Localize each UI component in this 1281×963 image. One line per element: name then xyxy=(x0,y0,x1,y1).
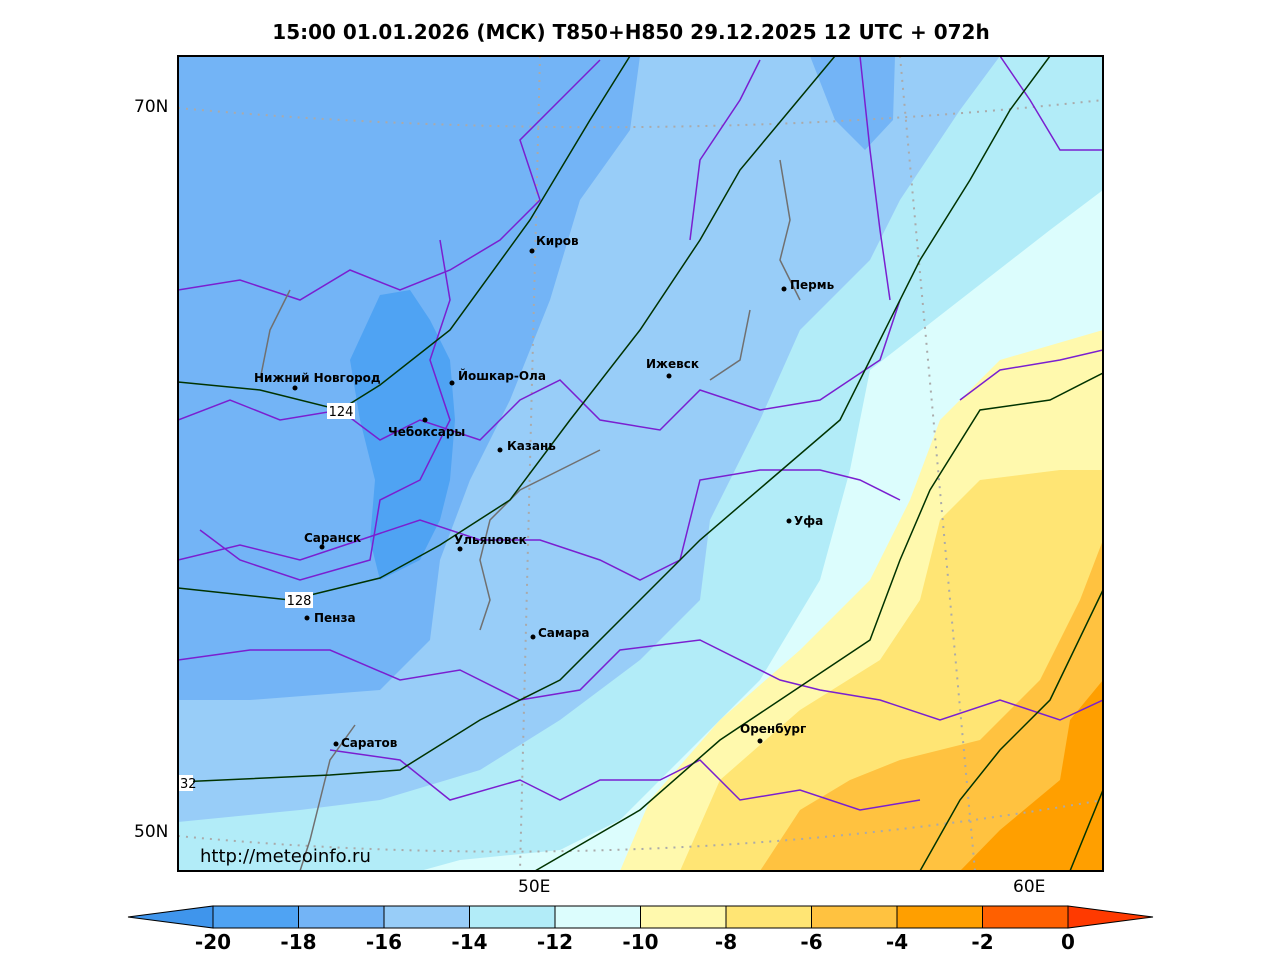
colorbar-cell xyxy=(896,905,983,929)
city-dot xyxy=(666,373,672,379)
city-label: Киров xyxy=(536,234,579,248)
lon-label: 50E xyxy=(518,877,551,897)
city-label: Ижевск xyxy=(646,357,699,371)
city-dot xyxy=(529,248,535,254)
contour-136 xyxy=(534,372,1103,871)
city-label: Пермь xyxy=(790,278,835,292)
zone-minus4-2 xyxy=(960,680,1103,871)
city-label: Ульяновск xyxy=(454,533,527,547)
region-borders xyxy=(178,56,1103,811)
colorbar-label: -16 xyxy=(365,930,403,954)
zone-minus6-4 xyxy=(760,540,1103,871)
contour-label: 128 xyxy=(287,594,312,609)
city-dot xyxy=(530,634,536,640)
colorbar-label: -10 xyxy=(622,930,659,954)
zone-minus20-18 xyxy=(350,290,455,580)
city-dot xyxy=(757,738,763,744)
geopotential-contours xyxy=(178,56,1103,871)
colorbar-cell xyxy=(725,905,812,929)
colorbar-label: 0 xyxy=(1061,930,1075,954)
colorbar-under xyxy=(127,905,214,929)
city-label: Пенза xyxy=(314,611,356,625)
city-dot xyxy=(497,447,503,453)
city-dot xyxy=(292,385,298,391)
contour-128 xyxy=(178,56,836,601)
city-label: Йошкар-Ола xyxy=(458,368,546,383)
colorbar xyxy=(127,905,1154,929)
colorbar-cell xyxy=(982,905,1069,929)
contour-140 xyxy=(919,589,1103,871)
city-label: Саранск xyxy=(304,531,361,545)
colorbar-over xyxy=(1067,905,1154,929)
city-dot xyxy=(333,741,339,747)
map-title: 15:00 01.01.2026 (МСК) T850+H850 29.12.2… xyxy=(272,20,990,44)
lat-label: 50N xyxy=(134,822,169,842)
colorbar-label: -6 xyxy=(800,930,823,954)
colorbar-cell xyxy=(811,905,898,929)
city-label: Самара xyxy=(538,626,590,640)
colorbar-cell xyxy=(212,905,299,929)
contour-label: 32 xyxy=(180,777,197,792)
city-dot xyxy=(422,417,428,423)
contour-144 xyxy=(1069,789,1103,871)
lat-label: 70N xyxy=(134,97,169,117)
colorbar-label: -18 xyxy=(280,930,317,954)
city-dot xyxy=(449,380,455,386)
city-dot xyxy=(786,518,792,524)
colorbar-cell xyxy=(554,905,641,929)
city-dot xyxy=(304,615,310,621)
colorbar-label: -12 xyxy=(536,930,574,954)
colorbar-cell xyxy=(383,905,470,929)
colorbar-label: -4 xyxy=(885,930,909,954)
contour-124 xyxy=(178,56,631,411)
temperature-fill xyxy=(178,56,1103,871)
contour-labels: 124 128 32 xyxy=(179,403,355,792)
city-label: Чебоксары xyxy=(388,425,465,439)
city-dot xyxy=(781,286,787,292)
zone-minus18-16-north xyxy=(810,56,895,150)
contour-label: 124 xyxy=(329,405,354,420)
graticule xyxy=(178,56,1103,871)
colorbar-label: -2 xyxy=(971,930,994,954)
colorbar-cell xyxy=(469,905,556,929)
colorbar-label: -8 xyxy=(714,930,738,954)
city-label: Оренбург xyxy=(740,722,806,736)
colorbar-label: -14 xyxy=(451,930,488,954)
colorbar-cell xyxy=(640,905,727,929)
map-frame xyxy=(177,55,1104,872)
colorbar-label: -20 xyxy=(194,930,232,954)
contour-132 xyxy=(178,56,1051,783)
city-dot xyxy=(457,546,463,552)
city-labels: Киров Пермь Нижний Новгород Йошкар-Ола Ижевс… xyxy=(254,234,835,750)
watermark: http://meteoinfo.ru xyxy=(200,846,371,867)
colorbar-cell xyxy=(298,905,385,929)
city-label: Нижний Новгород xyxy=(254,371,381,385)
city-label: Саратов xyxy=(341,736,398,750)
rivers xyxy=(259,159,801,871)
city-dot xyxy=(319,544,325,550)
city-label: Казань xyxy=(507,439,556,453)
city-label: Уфа xyxy=(794,514,823,528)
lon-label: 60E xyxy=(1013,877,1046,897)
